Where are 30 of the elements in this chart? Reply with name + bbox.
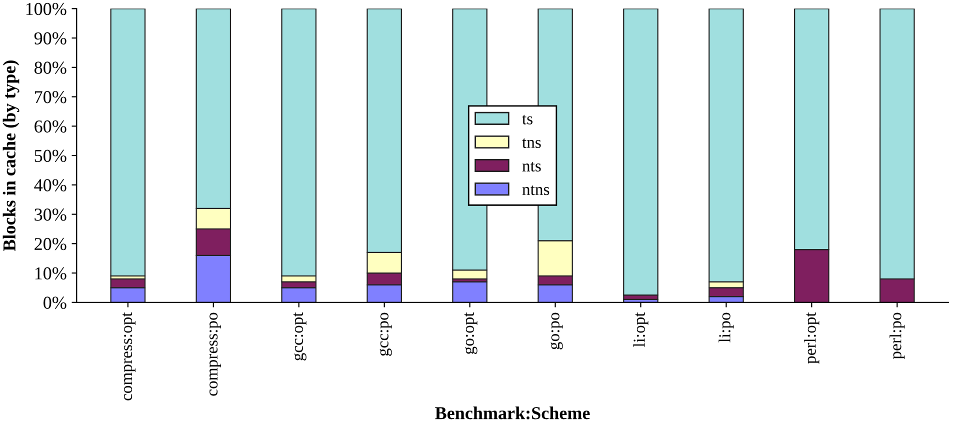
y-tick-label: 60%	[34, 120, 66, 133]
x-tick-label: perl:opt	[804, 312, 820, 364]
y-tick-label: 90%	[34, 32, 66, 45]
y-axis-title: Blocks in cache (by type)	[2, 60, 20, 252]
x-tick-label: li:po	[718, 312, 734, 342]
legend-label: nts	[522, 162, 541, 172]
x-tick-label: gcc:opt	[293, 312, 306, 360]
y-tick-label: 50%	[34, 150, 66, 162]
legend-label: ntns	[522, 186, 550, 196]
bar	[110, 8, 146, 277]
y-tick-label: 20%	[34, 238, 66, 250]
legend-label: tns	[522, 138, 541, 148]
x-axis-title: Benchmark:Scheme	[435, 406, 590, 420]
bar	[623, 8, 658, 296]
x-tick-label: li:opt	[633, 312, 648, 347]
y-tick-label: 40%	[34, 179, 66, 192]
x-tick-label: perl:po	[890, 312, 905, 360]
x-tick-label: compress:po	[210, 312, 221, 396]
y-tick-label: 10%	[35, 267, 66, 280]
y-tick-label: 70%	[35, 91, 66, 104]
legend-label: ts	[522, 114, 532, 124]
bar	[452, 281, 488, 302]
y-tick-label: 100%	[26, 2, 66, 16]
x-tick-label: go:po	[550, 312, 563, 350]
y-tick-label: 0%	[44, 296, 66, 309]
y-tick-label: 30%	[34, 208, 66, 221]
x-tick-label: compress:opt	[122, 312, 136, 400]
y-tick-label: 80%	[34, 62, 66, 74]
x-tick-label: go:opt	[464, 312, 478, 354]
x-tick-label: gcc:po	[380, 312, 392, 356]
